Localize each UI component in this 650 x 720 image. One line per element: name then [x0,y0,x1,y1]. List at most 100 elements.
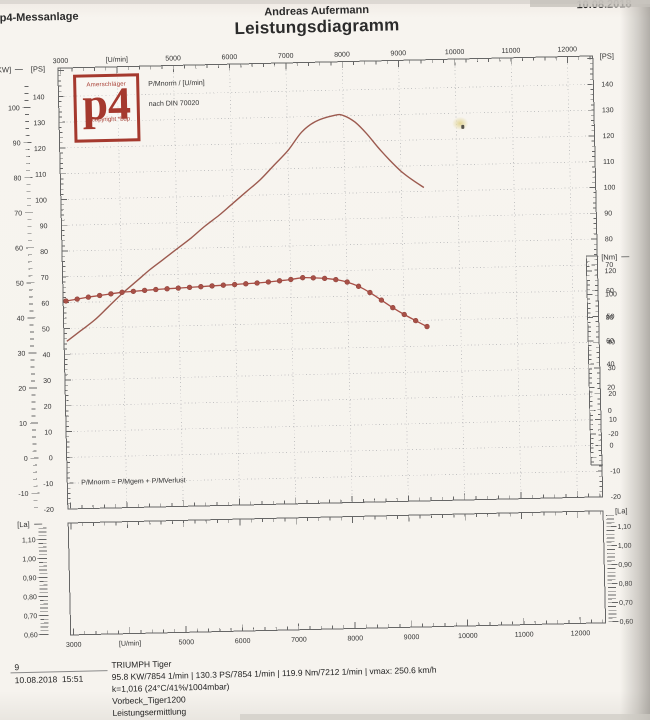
torque-data-point [108,291,114,297]
x-tick-label-top: 11000 [501,48,520,55]
ps-tick-label-left: 110 [35,172,46,179]
nm-tick-label: 100 [605,291,617,298]
kw-tick-label: 70 [14,210,22,217]
x-tick-label-top: 12000 [557,46,577,53]
scan-speck [461,124,465,129]
nm-tick-label: -20 [608,431,618,438]
torque-data-point [153,286,159,293]
la-tick-label-left: 0,60 [24,632,38,639]
annotation-din: nach DIN 70020 [148,99,200,109]
kw-tick-label: 80 [13,175,21,182]
ps-tick-label-left: 130 [33,120,45,127]
x-tick-label-top: 7000 [278,53,294,60]
torque-curve [63,275,430,330]
torque-data-point [378,297,385,303]
torque-data-point [74,296,80,302]
ps-tick-label-right: 100 [604,185,616,192]
ps-tick-label-right: -10 [610,468,620,475]
x-tick-label-bottom: 5000 [179,639,195,646]
la-tick-label-left: 1,00 [22,556,36,563]
kw-tick-label: 60 [15,245,23,252]
scan-shadow-right [620,0,650,720]
ps-tick-label-left: 140 [33,94,45,101]
ps-tick-label-left: 60 [41,301,49,308]
x-tick-label-bottom: 12000 [571,630,591,637]
kw-tick-label: 30 [17,351,25,358]
x-tick-label-top: 10000 [445,49,465,56]
x-tick-label-top: 3000 [53,58,69,65]
torque-data-point [198,284,204,290]
torque-data-point [96,292,103,299]
torque-data-point [344,279,350,285]
torque-data-point [276,278,283,284]
ps-tick-label-left: 0 [49,455,53,462]
ps-tick-label-left: 30 [43,378,51,385]
torque-data-point [209,283,215,289]
ps-tick-label-right: 30 [608,365,616,372]
nm-axis-bracket [585,255,604,466]
la-tick-label-left: 0,70 [24,613,38,620]
ps-tick-label-left: 50 [42,326,50,333]
la-tick-label-left: 0,90 [23,575,37,582]
power-curve [66,113,425,342]
footer-datetime: 10.08.2018 15:51 [14,673,84,686]
torque-data-point [367,289,373,296]
measurement-mode: Leistungsermittlung [112,706,187,719]
kw-axis-title: [KW] [0,65,11,74]
la-axis-title-left: [La] [17,520,30,529]
torque-data-point [119,289,125,295]
ps-tick-label-right: 80 [605,236,613,243]
x-tick-label-bottom: 11000 [515,631,534,638]
scan-corner-top-right [530,0,650,7]
torque-data-point [164,286,170,292]
ps-tick-label-right: 40 [607,339,615,346]
torque-data-point [231,281,238,288]
torque-data-point [321,275,328,282]
ps-tick-label-right: 0 [609,443,613,450]
p4-logo: Amerschläger p4 copyright *bdp [73,73,141,143]
nm-tick-label: 80 [606,315,614,322]
kw-tick-label: 50 [16,281,24,288]
x-tick-label-bottom: 7000 [291,637,307,644]
scan-strip-top [0,0,650,4]
nm-tick-label: 20 [607,384,615,391]
torque-data-point [175,285,181,291]
kw-tick-label: 20 [18,386,26,393]
torque-data-point [288,276,294,283]
ps-tick-label-right: 130 [602,107,614,114]
kw-tick-label: -10 [18,491,28,498]
x-tick-label-bottom: 10000 [458,633,478,640]
ps-tick-label-right: 90 [604,210,612,217]
ps-tick-label-right: 10 [609,417,617,424]
ps-tick-label-left: 120 [34,146,46,153]
ps-axis-title-right: [PS] [600,51,614,60]
ps-tick-label-left: -10 [43,481,53,488]
ps-tick-label-left: 10 [44,429,52,436]
kw-tick-label: 0 [24,456,28,463]
kw-tick-label: 100 [8,105,20,112]
nm-tick-label: 0 [608,408,612,415]
ps-tick-label-left: 100 [35,197,47,204]
kw-tick-label: 90 [13,140,21,147]
torque-data-point [130,288,136,294]
torque-data-point [254,280,260,286]
kw-tick-label: 40 [17,316,25,323]
x-tick-label-top: 8000 [334,51,350,58]
torque-data-point [141,287,148,294]
x-tick-label-bottom: 6000 [235,638,251,645]
ps-tick-label-right: 140 [601,81,613,88]
ps-tick-label-right: 70 [605,262,613,269]
ps-tick-label-left: 80 [40,249,48,256]
la-tick-label-left: 0,80 [23,594,37,601]
kw-tick-label: 10 [19,421,27,428]
nm-tick-label: 40 [607,361,615,368]
torque-data-point [401,311,407,318]
ps-tick-label-left: 70 [41,275,49,282]
torque-data-point [413,317,419,324]
torque-data-point [243,281,249,287]
x-tick-label-top: 6000 [222,54,238,61]
ps-tick-label-left: -20 [44,507,54,514]
x-tick-label-bottom: 3000 [66,642,82,649]
torque-data-point [310,275,316,281]
x-tick-label-bottom: 8000 [347,635,363,642]
